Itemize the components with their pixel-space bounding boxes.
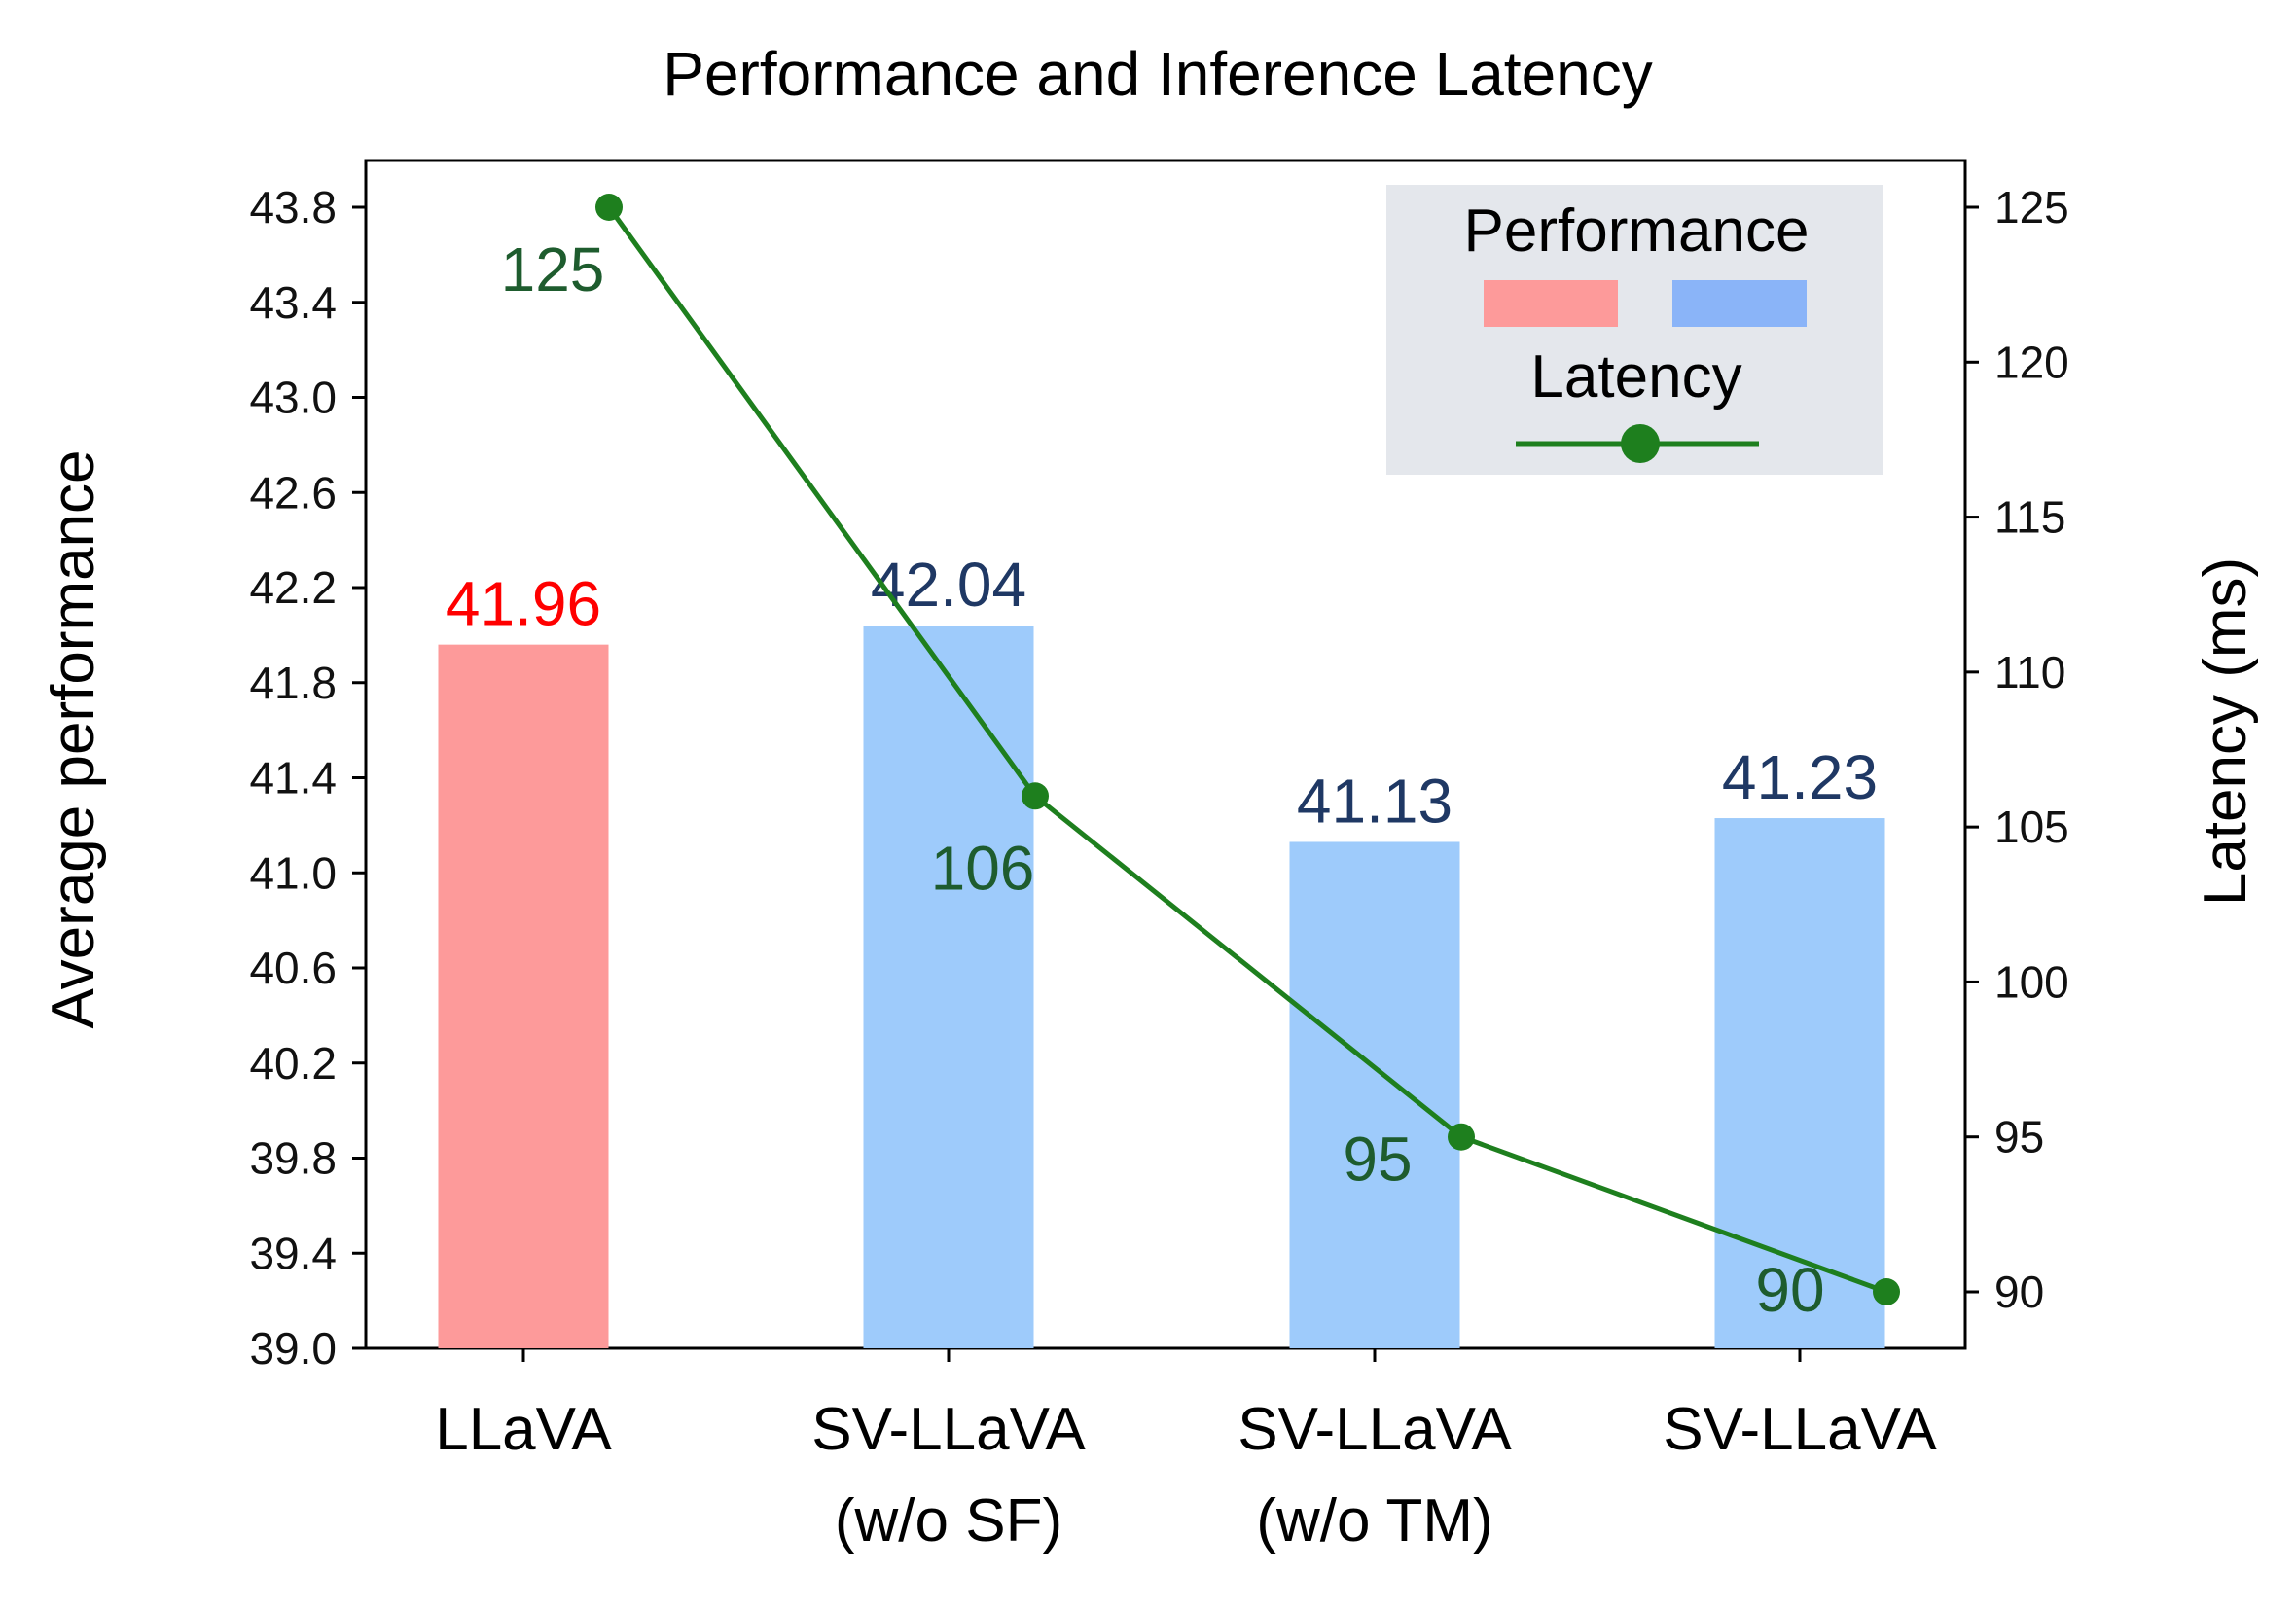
latency-point [1022,782,1049,810]
legend-swatch-llava [1484,280,1618,327]
latency-line [606,205,1887,1295]
y2-tick-label: 115 [1994,492,2065,543]
latency-value-label: 125 [501,234,605,304]
latency-value-label: 106 [931,833,1035,903]
y-tick-label: 40.6 [249,943,337,993]
y2-tick-label: 105 [1994,802,2069,852]
legend: Performance Latency [1386,185,1883,475]
y-tick-label: 42.2 [249,562,337,613]
plot-frame [364,159,1967,1350]
legend-latency-label: Latency [1530,343,1741,411]
y-tick-label: 41.4 [249,753,337,804]
performance-bar [1289,841,1460,1348]
y-tick-label: 40.2 [249,1038,337,1089]
x-tick-label: SV-LLaVA [811,1396,1086,1463]
x-tick-label: (w/o TM) [1256,1487,1492,1555]
legend-performance-label: Performance [1464,197,1810,265]
plot-area: 39.0 39.4 39.8 40.2 40.6 41.0 41.4 41.8 42.2 42.6… [40,159,2259,1555]
y-tick-label: 41.8 [249,658,337,708]
y-axis-label: Average performance [40,449,107,1028]
y2-tick-label: 125 [1994,182,2069,232]
y2-tick-label: 95 [1994,1112,2044,1162]
latency-point [595,194,623,221]
x-tick-label: LLaVA [435,1396,612,1463]
y-tick-label: 41.0 [249,847,337,898]
y-tick-label: 42.6 [249,467,337,518]
performance-bar [863,626,1034,1348]
y-tick-label: 43.4 [249,277,337,328]
chart-title: Performance and Inference Latency [663,39,1653,109]
legend-latency-marker [1621,424,1660,463]
y2-tick-label: 100 [1994,956,2069,1007]
performance-value-label: 41.23 [1722,742,1878,812]
y-tick-label: 39.4 [249,1228,337,1278]
x-tick-label: SV-LLaVA [1663,1396,1937,1463]
latency-point [1873,1278,1900,1305]
y-tick-label: 43.0 [249,373,337,423]
y2-tick-label: 120 [1994,337,2069,387]
performance-value-label: 41.13 [1297,766,1453,836]
y-tick-label: 39.8 [249,1133,337,1184]
x-tick-label: (w/o SF) [835,1487,1062,1555]
y2-tick-label: 110 [1994,647,2065,697]
legend-swatch-sv-llava [1672,280,1807,327]
y-tick-label: 43.8 [249,182,337,232]
performance-bar [438,644,609,1348]
performance-value-label: 42.04 [871,550,1026,620]
y2-tick-label: 90 [1994,1267,2044,1317]
latency-point [1448,1123,1475,1151]
latency-value-label: 95 [1343,1125,1412,1195]
x-tick-label: SV-LLaVA [1238,1396,1512,1463]
latency-value-label: 90 [1755,1255,1824,1325]
performance-value-label: 41.96 [446,569,601,639]
y-tick-label: 39.0 [249,1323,337,1374]
y2-axis-label: Latency (ms) [2192,557,2259,906]
